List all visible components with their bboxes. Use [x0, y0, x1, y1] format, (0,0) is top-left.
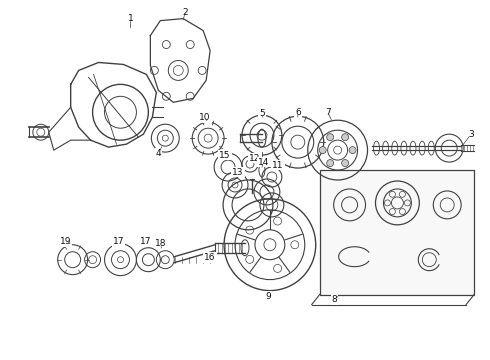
Text: 11: 11 — [272, 161, 284, 170]
Text: 17: 17 — [140, 237, 151, 246]
Text: 1: 1 — [127, 14, 133, 23]
Text: 19: 19 — [60, 237, 72, 246]
Text: 16: 16 — [204, 253, 216, 262]
Text: 5: 5 — [259, 109, 265, 118]
Circle shape — [349, 147, 356, 154]
Text: 7: 7 — [325, 108, 331, 117]
Text: 15: 15 — [220, 150, 231, 159]
Text: 4: 4 — [155, 149, 161, 158]
Text: 10: 10 — [199, 113, 211, 122]
Text: 13: 13 — [232, 167, 244, 176]
Circle shape — [342, 159, 348, 167]
Text: 3: 3 — [468, 130, 474, 139]
Circle shape — [342, 134, 348, 141]
Circle shape — [327, 134, 334, 141]
Text: 8: 8 — [332, 295, 338, 304]
Text: 6: 6 — [295, 108, 301, 117]
Circle shape — [319, 147, 326, 154]
Circle shape — [327, 159, 334, 167]
Text: 18: 18 — [154, 239, 166, 248]
Text: 2: 2 — [182, 8, 188, 17]
Bar — [319, 170, 474, 294]
Text: 17: 17 — [113, 237, 124, 246]
Text: 12: 12 — [249, 154, 261, 163]
Text: 9: 9 — [265, 292, 271, 301]
Text: 14: 14 — [258, 158, 270, 167]
